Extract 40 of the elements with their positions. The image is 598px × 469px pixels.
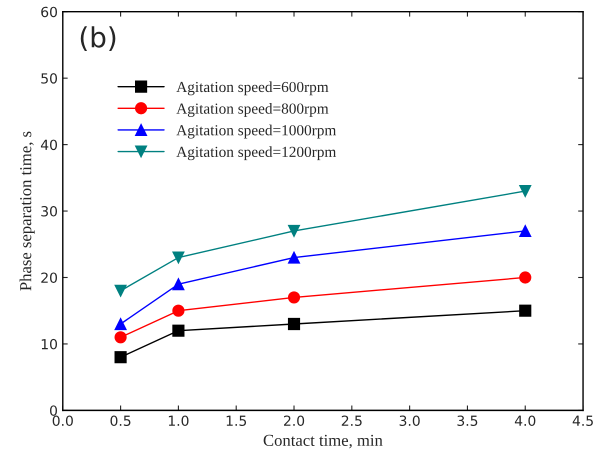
point: [288, 291, 300, 304]
y-axis-title: Phase separation time, s: [20, 132, 35, 291]
x-tick-label: 4.5: [572, 416, 593, 426]
point: [519, 185, 532, 198]
point: [114, 331, 127, 344]
point: [114, 284, 127, 297]
point: [288, 318, 300, 330]
x-tick-label: 3.5: [457, 415, 478, 426]
point: [288, 224, 300, 238]
y-tick-label: 50: [41, 73, 58, 84]
x-axis-title: Contact time, min: [264, 434, 383, 448]
point: [172, 324, 184, 337]
point: [172, 251, 184, 264]
x-tick-label: 0.0: [52, 415, 73, 426]
legend-label: Agitation speed=1000rpm: [176, 124, 336, 139]
point: [288, 251, 300, 264]
annotation: (b): [80, 26, 116, 51]
y-tick-label: 20: [41, 272, 58, 283]
legend-label: Agitation speed=800rpm: [176, 103, 328, 117]
y-tick-label: 0: [50, 405, 58, 416]
y-tick-label: 30: [41, 206, 58, 217]
point: [114, 351, 127, 364]
x-tick-label: 2.0: [284, 415, 304, 426]
legend-label: Agitation speed=1200rpm: [176, 146, 336, 160]
point: [114, 318, 127, 330]
y-tick-label: 40: [40, 140, 58, 150]
x-tick-label: 4.0: [514, 415, 536, 426]
y-tick-label: 10: [42, 338, 58, 350]
x-tick-label: 1.0: [168, 415, 189, 426]
point: [519, 304, 532, 317]
point: [519, 271, 532, 284]
legend-label: Agitation speed=600rpm: [176, 81, 328, 96]
x-tick-label: 2.5: [342, 415, 362, 426]
point: [172, 278, 184, 290]
y-tick-label: 60: [41, 6, 58, 18]
point: [519, 224, 532, 238]
x-tick-label: 3.0: [400, 415, 420, 426]
point: [172, 304, 184, 317]
x-tick-label: 1.5: [226, 416, 246, 426]
x-tick-label: 0.5: [110, 415, 130, 426]
